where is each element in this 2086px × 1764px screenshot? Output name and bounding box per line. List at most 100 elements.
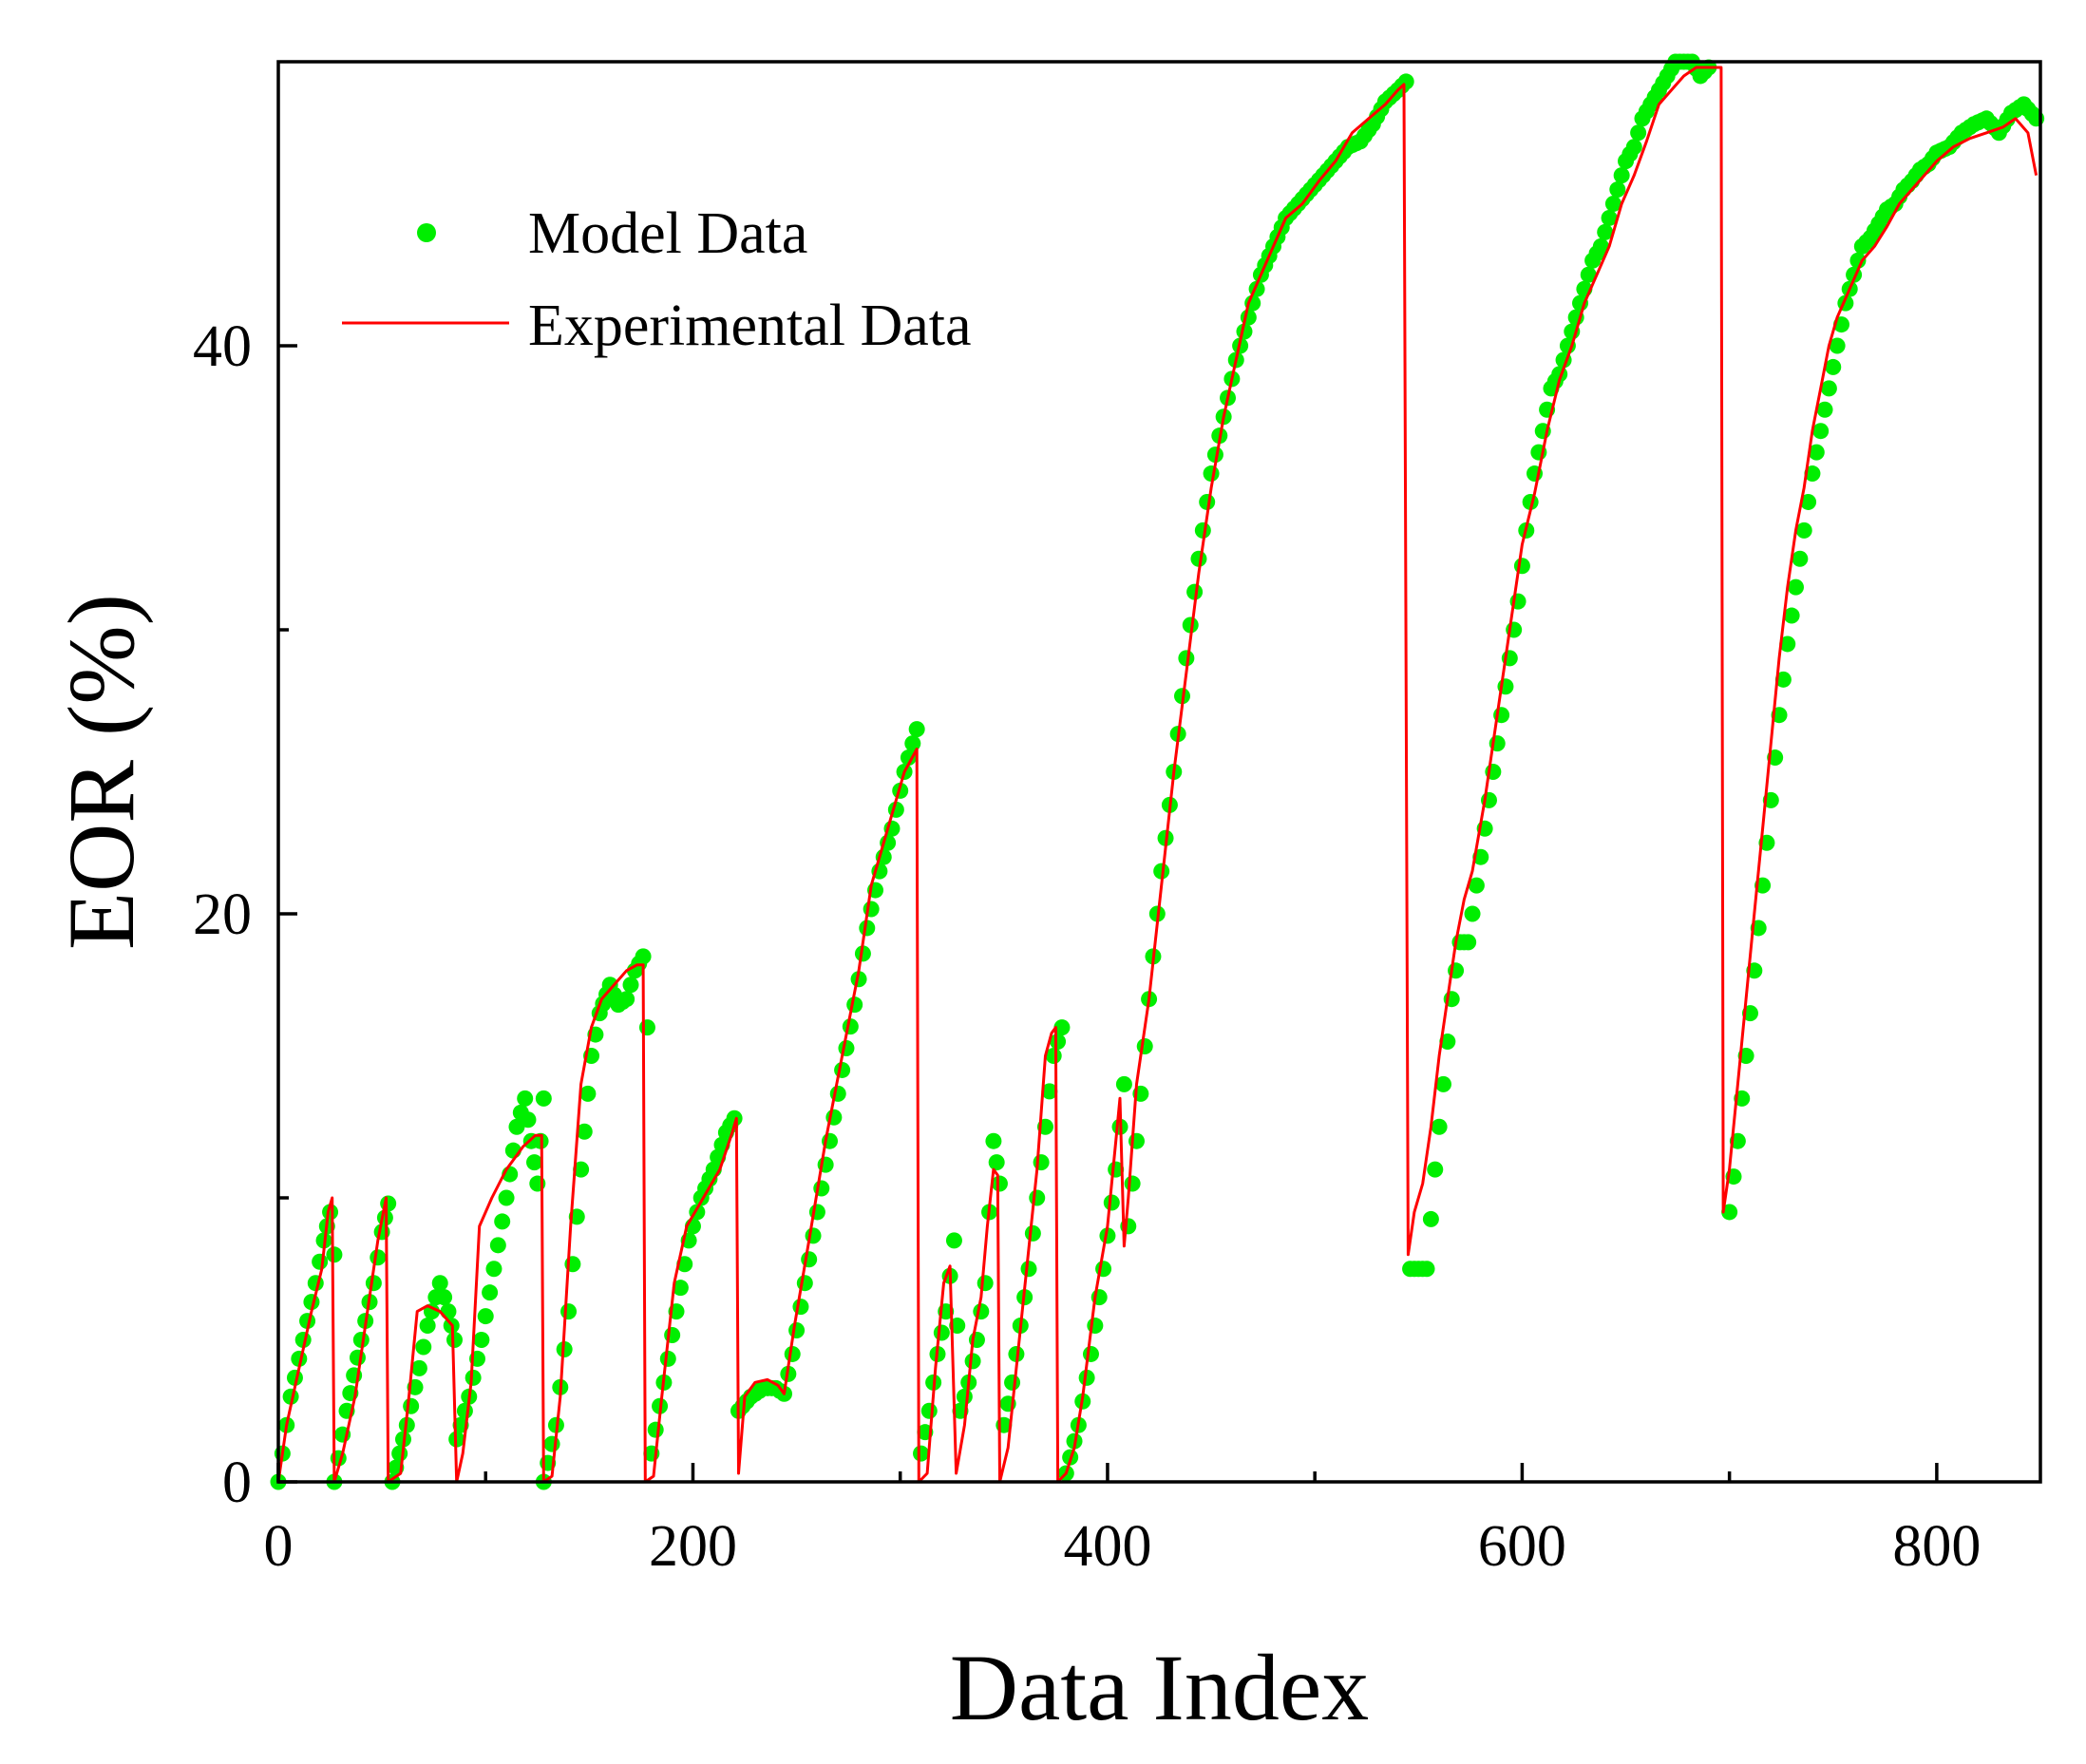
model-data-point [1103, 1194, 1120, 1211]
model-data-point [1604, 196, 1621, 212]
model-data-point [312, 1253, 329, 1270]
plot-frame [276, 60, 2042, 1484]
model-data-point [618, 991, 635, 1008]
model-data-point [956, 1388, 973, 1405]
model-data-point [423, 1303, 440, 1320]
experimental-data-line [276, 66, 2039, 1484]
series-model-data [270, 53, 2045, 1490]
model-data-point [1630, 124, 1647, 142]
model-data-point [1004, 1374, 1021, 1391]
model-data-point [1427, 1161, 1444, 1178]
model-data-point [403, 1397, 420, 1414]
model-data-point [560, 1303, 578, 1320]
model-data-point [1178, 650, 1195, 667]
model-data-point [1153, 863, 1170, 880]
model-data-point [517, 1090, 534, 1107]
model-data-point [1721, 1204, 1738, 1221]
y-tick-label: 20 [193, 882, 252, 947]
model-data-point [1029, 1189, 1046, 1206]
model-data-point [908, 721, 925, 738]
model-data-point [1045, 1048, 1062, 1064]
y-tick-label: 40 [193, 314, 252, 379]
model-data-point [672, 1280, 689, 1297]
model-data-point [1787, 579, 1804, 596]
y-axis-title: EOR (%) [48, 594, 154, 950]
model-data-point [1820, 380, 1837, 397]
model-data-point [1008, 1345, 1025, 1362]
model-data-point [485, 1261, 503, 1278]
model-data-point [1053, 1019, 1071, 1036]
model-data-point [792, 1299, 809, 1316]
model-data-point [1078, 1369, 1095, 1386]
model-data-point [964, 1353, 981, 1370]
model-data-point [1182, 616, 1199, 634]
model-data-point [988, 1154, 1005, 1171]
model-data-point [489, 1237, 506, 1254]
model-data-point [1825, 358, 1842, 375]
model-data-point [1439, 1034, 1456, 1051]
model-data-point [573, 1161, 590, 1178]
model-data-point [494, 1213, 511, 1230]
model-data-point [1812, 423, 1830, 440]
model-data-point [410, 1359, 427, 1376]
model-data-point [1625, 139, 1642, 156]
model-data-point [638, 1019, 655, 1036]
model-data-point [1115, 1075, 1132, 1092]
model-data-point [1099, 1227, 1116, 1244]
model-data-point [1041, 1083, 1058, 1100]
model-data-point [726, 1110, 743, 1127]
legend: Model Data Experimental Data [342, 201, 972, 358]
model-data-point [1849, 252, 1867, 269]
model-data-point [1792, 550, 1809, 567]
model-data-point [473, 1332, 490, 1348]
model-data-point [933, 1324, 950, 1341]
model-data-point [322, 1204, 339, 1221]
model-data-point [431, 1275, 448, 1292]
model-data-point [326, 1246, 343, 1263]
model-data-point [834, 1061, 851, 1078]
model-data-point [370, 1249, 387, 1266]
model-data-point [1203, 465, 1220, 483]
model-data-point [1020, 1261, 1037, 1278]
model-data-point [1804, 465, 1821, 483]
model-data-point [543, 1435, 560, 1452]
model-data-point [1609, 181, 1626, 199]
model-data-point [415, 1338, 432, 1356]
model-data-point [1136, 1038, 1153, 1055]
model-data-point [1082, 1345, 1099, 1362]
model-data-point [991, 1175, 1008, 1192]
model-data-point [477, 1308, 494, 1325]
model-data-point [1464, 905, 1481, 922]
model-data-point [842, 1018, 859, 1035]
model-data-point [850, 971, 867, 988]
series-layer [270, 53, 2045, 1490]
model-data-point [1601, 209, 1618, 226]
model-data-point [436, 1289, 453, 1306]
tick-layer: 0 200 400 600 800 0 20 40 [193, 314, 1981, 1579]
model-data-point [973, 1303, 990, 1320]
model-data-point [535, 1090, 552, 1107]
model-data-point [1206, 446, 1223, 464]
legend-label-experimental-data: Experimental Data [528, 294, 972, 358]
model-data-point [945, 1232, 962, 1249]
model-data-point [659, 1350, 676, 1367]
model-data-point [440, 1303, 457, 1320]
model-data-point [838, 1040, 855, 1057]
model-data-point [520, 1111, 537, 1129]
model-data-point [977, 1275, 994, 1292]
model-data-point [904, 735, 921, 752]
model-data-point [391, 1445, 408, 1462]
model-data-point [622, 977, 639, 994]
model-data-point [1418, 1261, 1435, 1278]
model-data-point [796, 1275, 813, 1292]
model-data-point [985, 1132, 1002, 1149]
model-data-point [1186, 583, 1204, 600]
model-data-point [647, 1421, 664, 1438]
model-data-point [1024, 1224, 1041, 1242]
model-data-point [1033, 1154, 1050, 1171]
model-data-point [579, 1085, 597, 1102]
model-data-point [446, 1332, 463, 1348]
model-data-point [1597, 223, 1614, 240]
model-data-point [1613, 167, 1630, 184]
